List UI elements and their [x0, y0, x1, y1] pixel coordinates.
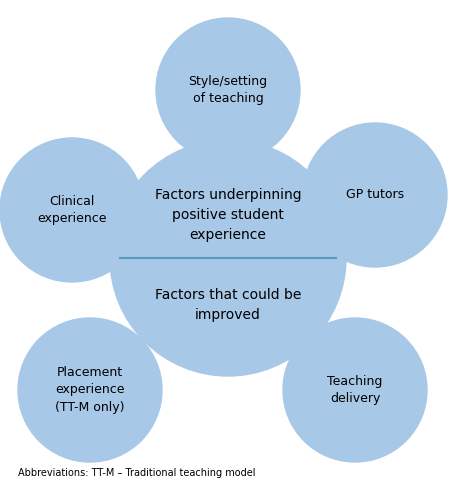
Text: GP tutors: GP tutors	[346, 188, 404, 202]
Text: Placement
experience
(TT-M only): Placement experience (TT-M only)	[55, 366, 125, 414]
Circle shape	[110, 140, 346, 376]
Text: Teaching
delivery: Teaching delivery	[327, 375, 383, 405]
Circle shape	[156, 18, 300, 162]
Circle shape	[303, 123, 447, 267]
Text: Style/setting
of teaching: Style/setting of teaching	[188, 75, 267, 105]
Text: Clinical
experience: Clinical experience	[37, 195, 107, 225]
Text: Factors underpinning
positive student
experience: Factors underpinning positive student ex…	[154, 188, 301, 242]
Circle shape	[283, 318, 427, 462]
Circle shape	[0, 138, 144, 282]
Text: Abbreviations: TT-M – Traditional teaching model: Abbreviations: TT-M – Traditional teachi…	[18, 468, 255, 478]
Text: Factors that could be
improved: Factors that could be improved	[155, 288, 301, 322]
Circle shape	[18, 318, 162, 462]
